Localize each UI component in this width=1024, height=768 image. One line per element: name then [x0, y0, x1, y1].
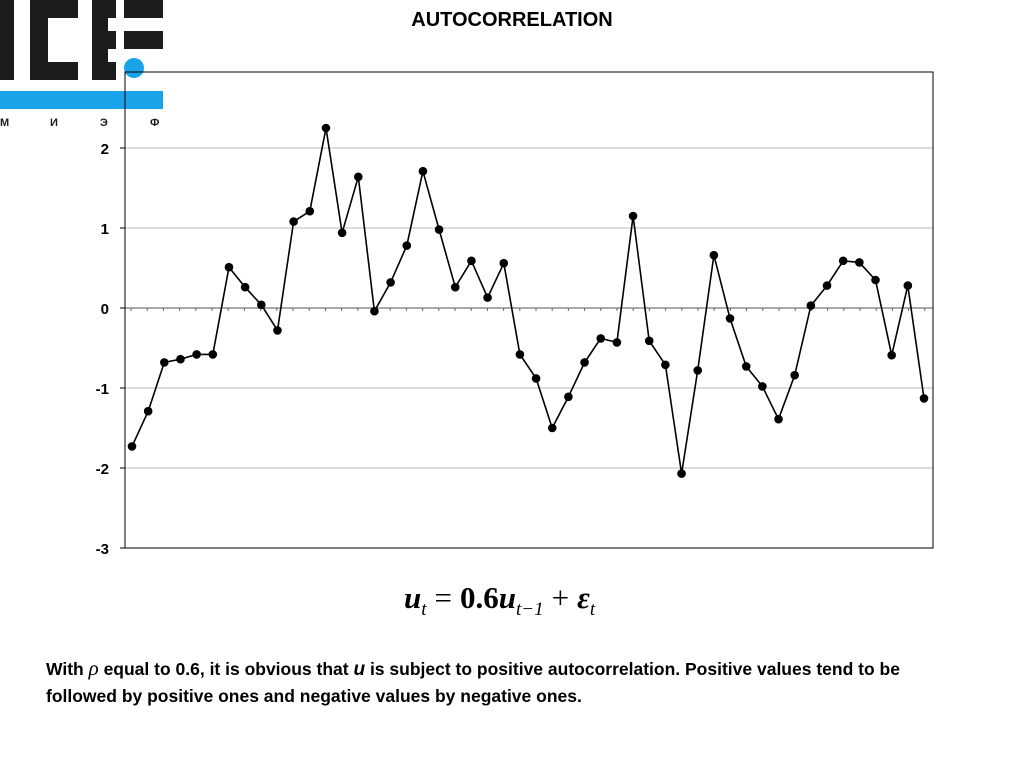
formula-rhs-var: u	[498, 580, 517, 615]
logo-sub-letter: Э	[100, 117, 108, 128]
data-point	[612, 338, 622, 347]
data-point	[289, 217, 298, 226]
data-point	[758, 382, 767, 391]
data-point	[515, 350, 525, 359]
data-point	[337, 228, 347, 238]
series-line	[131, 127, 925, 474]
data-point	[176, 354, 185, 364]
logo-letters	[0, 0, 163, 80]
data-point	[192, 350, 201, 359]
formula-err-sub: t	[589, 599, 596, 620]
data-point	[257, 300, 266, 310]
data-point	[677, 469, 686, 478]
logo-accent-bar	[0, 91, 163, 109]
data-point	[127, 442, 137, 451]
logo-sub-letter: И	[50, 117, 58, 128]
u-symbol: u	[353, 659, 366, 680]
data-point	[386, 278, 395, 287]
data-point	[580, 358, 589, 367]
data-point	[353, 172, 363, 182]
caption-part2: equal to 0.6, it is obvious that	[98, 659, 354, 679]
formula-equals: =	[434, 580, 453, 615]
y-tick-label: 0	[101, 301, 109, 318]
formula-plus: +	[551, 580, 570, 615]
data-point	[321, 123, 331, 133]
data-point	[725, 314, 735, 323]
series-layer	[127, 123, 929, 478]
data-point	[483, 293, 492, 302]
data-point	[903, 281, 913, 290]
formula-lhs-sub: t	[421, 599, 427, 620]
y-tick-label: -2	[96, 461, 109, 478]
data-point	[564, 392, 573, 402]
y-tick-label: 1	[101, 221, 109, 238]
data-point	[790, 370, 799, 380]
formula: ut = 0.6ut−1 + εt	[404, 580, 595, 619]
logo-sub-letter: Ф	[150, 117, 159, 128]
data-point	[661, 360, 670, 370]
rho-symbol: ρ	[88, 656, 99, 680]
data-point	[402, 241, 412, 250]
data-point	[709, 250, 719, 260]
caption-part1: With	[46, 659, 89, 679]
data-point	[418, 166, 428, 176]
plot-frame	[124, 71, 934, 549]
data-point	[531, 374, 541, 383]
icef-logo: М И Э Ф	[0, 0, 163, 128]
data-point	[434, 225, 444, 234]
logo-sub-letter: М	[0, 117, 9, 128]
y-tick-label: -3	[96, 541, 109, 558]
data-point	[547, 423, 557, 433]
data-point	[208, 350, 218, 359]
data-point	[224, 262, 234, 272]
data-point	[305, 206, 315, 216]
data-point	[160, 358, 169, 367]
formula-lhs-var: u	[404, 580, 422, 615]
data-point	[143, 406, 153, 416]
line-chart: 2 1 0 -1 -2 -3	[96, 71, 934, 558]
caption-text: With ρ equal to 0.6, it is obvious that …	[46, 655, 946, 709]
grid-lines	[125, 147, 933, 469]
data-point	[806, 301, 816, 310]
formula-err-var: ε	[577, 580, 590, 615]
data-point	[370, 306, 379, 316]
formula-rhs-sub: t−1	[516, 599, 544, 620]
caption-part3: is subject to positive autocorrelation. …	[46, 659, 900, 706]
data-point	[838, 256, 848, 266]
formula-coef: 0.6	[460, 580, 499, 615]
y-axis-ticks: 2 1 0 -1 -2 -3	[96, 141, 125, 558]
data-point	[741, 362, 751, 371]
data-point	[499, 258, 509, 268]
chart-title: AUTOCORRELATION	[411, 9, 613, 31]
data-point	[871, 275, 880, 285]
data-point	[273, 326, 282, 335]
data-point	[467, 256, 476, 266]
data-point	[693, 366, 703, 375]
data-point	[240, 282, 250, 292]
data-point	[855, 258, 864, 267]
y-tick-label: -1	[96, 381, 109, 398]
data-point	[450, 282, 460, 292]
data-point	[644, 336, 654, 346]
data-point	[774, 414, 783, 424]
data-point	[628, 211, 638, 221]
y-tick-label: 2	[101, 141, 109, 158]
data-point	[919, 394, 929, 403]
data-point	[822, 281, 832, 290]
data-point	[596, 334, 606, 343]
data-point	[887, 350, 896, 360]
